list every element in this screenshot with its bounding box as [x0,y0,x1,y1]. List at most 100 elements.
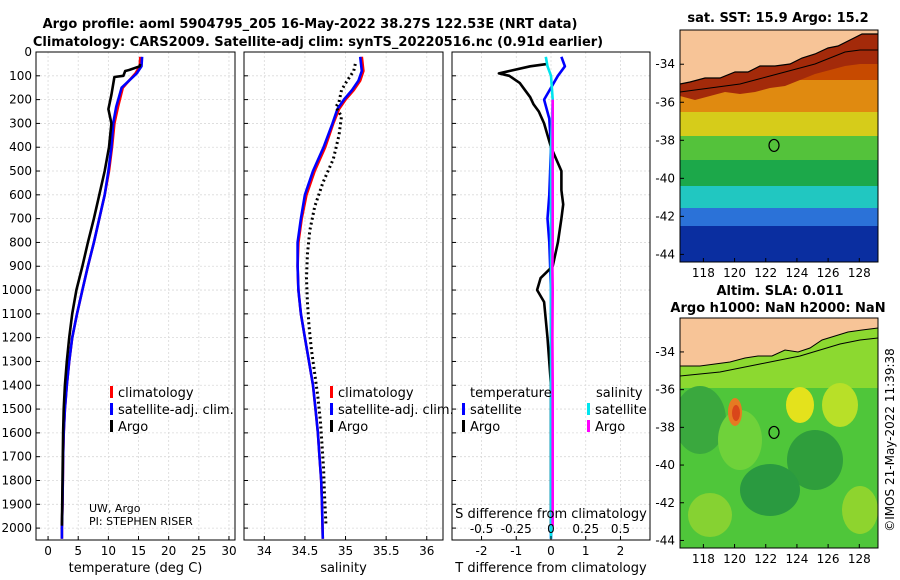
land-mask [680,318,878,366]
x-tick-label-top: -0.5 [470,522,493,536]
sst-map-title: sat. SST: 15.9 Argo: 15.2 [687,11,868,26]
y-tick-label: 600 [9,188,32,202]
legend-title-temperature: temperature [470,386,552,401]
x-tick-label: 5 [74,544,82,558]
map-x-tick-label: 122 [754,552,777,566]
isobath [680,49,878,93]
map-y-tick-label: -42 [655,496,675,510]
y-tick-label: 100 [9,69,32,83]
map-x-tick-label: 118 [692,552,715,566]
series-line-argo [305,63,357,526]
y-tick-label: 1500 [1,402,32,416]
map-y-tick-label: -36 [655,383,675,397]
map-y-tick-label: -34 [655,345,675,359]
credit-line-2: PI: STEPHEN RISER [89,515,193,528]
legend-swatch-argo [110,420,113,432]
x-tick-label: 36 [419,544,434,558]
legend-label-satellite: satellite-adj. clim. [118,403,234,418]
x-tick-label-top: -0.25 [501,522,532,536]
legend-title-salinity: salinity [596,386,643,401]
map-y-tick-label: -38 [655,133,675,147]
credit-line-1: UW, Argo [89,502,141,515]
map-x-tick-label: 124 [785,266,808,280]
x-tick-label-top: 0.25 [572,522,599,536]
map-x-tick-label: 128 [848,266,871,280]
x-tick-label: -1 [510,544,522,558]
series-line-temperature-argo [497,62,565,526]
map-x-tick-label: 128 [848,552,871,566]
legend-swatch-satellite [110,403,113,415]
legend-label-s-argo: Argo [595,420,625,435]
legend-swatch-climatology [110,386,113,398]
y-tick-label: 400 [9,140,32,154]
x-tick-label: -2 [476,544,488,558]
x-tick-label: 10 [101,544,116,558]
y-tick-label: 1600 [1,426,32,440]
x-tick-label: 15 [131,544,146,558]
series-line-salinity-satellite [544,56,555,539]
legend-label-s-satellite: satellite [595,403,647,418]
x-axis-label: temperature (deg C) [69,561,203,576]
map-x-tick-label: 126 [817,266,840,280]
y-tick-label: 1000 [1,283,32,297]
axes-frame [35,51,236,541]
y-tick-label: 1200 [1,331,32,345]
y-tick-label: 300 [9,116,32,130]
series-line-satellite-adj-clim- [296,56,364,539]
series-line-temperature-satellite [542,56,567,539]
series-line-climatology [60,56,142,539]
sst-map: 118 120 122 124 126 128 -34 -36 -38 -40 -42 -44 [655,29,879,280]
profile-location-marker [768,138,780,153]
map-x-tick-label: 122 [754,266,777,280]
map-x-tick-label: 120 [723,266,746,280]
map-x-tick-label: 124 [785,552,808,566]
legend-label-t-satellite: satellite [470,403,522,418]
coastline [680,33,878,85]
legend-swatch-t-argo [462,420,465,432]
map-y-tick-label: -40 [655,458,675,472]
land-mask [680,30,878,84]
legend-swatch-t-satellite [462,403,465,415]
title-line-1: Argo profile: aoml 5904795_205 16-May-20… [43,17,578,32]
x-tick-label: 20 [161,544,176,558]
legend-label-climatology: climatology [118,386,194,401]
x-axis-label-top: S difference from climatology [455,507,647,522]
y-tick-label: 500 [9,164,32,178]
legend-label-climatology: climatology [338,386,414,401]
series-line-argo [60,63,142,526]
x-tick-label: 35.5 [373,544,400,558]
x-tick-label: 2 [617,544,625,558]
salinity-panel: 34 34.5 35 35.5 36 salinity [243,51,444,576]
difference-panel: -2 -1 0 1 2 T difference from climatology S di… [451,51,651,576]
legend-label-argo: Argo [338,420,368,435]
y-tick-label: 1900 [1,497,32,511]
y-tick-label: 200 [9,93,32,107]
x-tick-label: 0 [547,544,555,558]
isobath [680,337,878,377]
x-tick-label-top: 0 [547,522,555,536]
y-tick-label: 1800 [1,473,32,487]
title-line-2: Climatology: CARS2009. Satellite-adj cli… [33,35,603,50]
y-tick-label: 1100 [1,307,32,321]
legend-label-argo: Argo [118,420,148,435]
x-axis-label: T difference from climatology [454,561,647,576]
legend-label-satellite: satellite-adj. clim. [338,403,454,418]
temperature-panel: 0 5 10 15 20 25 300100200300400500600700800900… [1,45,236,576]
x-tick-label: 34.5 [292,544,319,558]
legend-swatch-climatology [330,386,333,398]
map-x-tick-label: 120 [723,552,746,566]
map-y-tick-label: -36 [655,95,675,109]
y-tick-label: 1700 [1,450,32,464]
x-tick-label: 25 [191,544,206,558]
x-tick-label: 1 [582,544,590,558]
temperature-legend: climatology satellite-adj. clim. Argo [110,386,234,435]
map-y-tick-label: -42 [655,209,675,223]
sla-map-title: Altim. SLA: 0.011 [717,284,844,299]
map-y-tick-label: -40 [655,171,675,185]
x-tick-label: 30 [221,544,236,558]
sla-map: 118 120 122 124 126 128 -34 -36 -38 -40 -42 -44 [655,317,879,566]
map-x-tick-label: 118 [692,266,715,280]
map-y-tick-label: -44 [655,533,675,547]
map-y-tick-label: -38 [655,420,675,434]
legend-swatch-s-argo [587,420,590,432]
